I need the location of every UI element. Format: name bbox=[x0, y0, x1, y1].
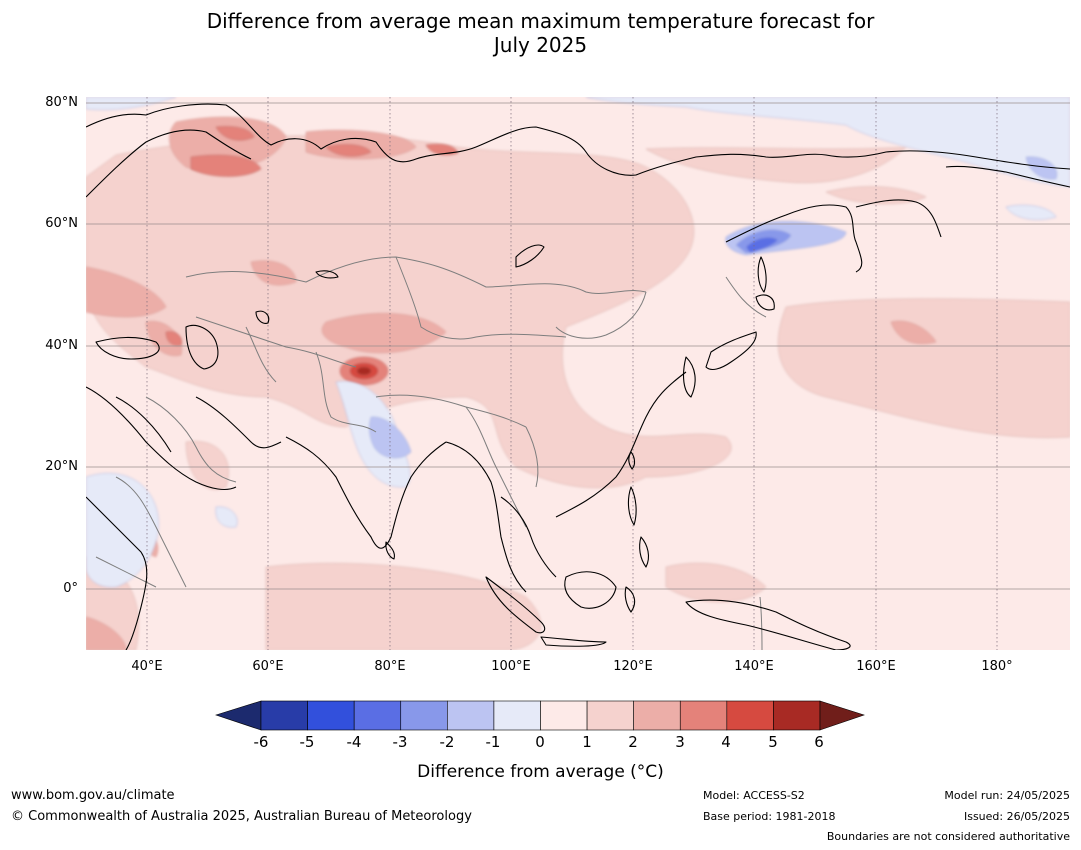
colorbar-tick: 2 bbox=[628, 733, 638, 751]
colorbar-bin bbox=[586, 700, 634, 731]
lon-label-40e: 40°E bbox=[131, 659, 163, 674]
model-text: Model: ACCESS-S2 bbox=[703, 789, 805, 802]
lat-label-60n: 60°N bbox=[45, 216, 78, 231]
colorbar-bin bbox=[260, 700, 308, 731]
colorbar-tick: 6 bbox=[814, 733, 824, 751]
colorbar-bin bbox=[540, 700, 588, 731]
lat-label-0: 0° bbox=[63, 581, 78, 596]
colorbar-tick: 0 bbox=[535, 733, 545, 751]
colorbar-bin bbox=[447, 700, 495, 731]
anomaly-negative-regions bbox=[86, 97, 1070, 588]
copyright-text: © Commonwealth of Australia 2025, Austra… bbox=[11, 809, 472, 824]
website-link[interactable]: www.bom.gov.au/climate bbox=[11, 788, 175, 803]
lon-label-160e: 160°E bbox=[856, 659, 896, 674]
colorbar bbox=[215, 700, 865, 731]
lon-label-120e: 120°E bbox=[613, 659, 653, 674]
issued-text: Issued: 26/05/2025 bbox=[963, 810, 1070, 823]
colorbar-tick: -1 bbox=[485, 733, 501, 751]
lon-label-80e: 80°E bbox=[374, 659, 406, 674]
map-title-line-2: July 2025 bbox=[493, 33, 588, 57]
colorbar-bin bbox=[679, 700, 728, 731]
base-period-text: Base period: 1981-2018 bbox=[703, 810, 836, 823]
colorbar-bin bbox=[633, 700, 681, 731]
colorbar-tick: -5 bbox=[299, 733, 315, 751]
colorbar-bin bbox=[307, 700, 355, 731]
country-boundaries bbox=[95, 256, 767, 650]
lon-label-60e: 60°E bbox=[252, 659, 284, 674]
colorbar-tick: 4 bbox=[721, 733, 731, 751]
colorbar-tick: 1 bbox=[582, 733, 592, 751]
anomaly-3-6-regions bbox=[165, 126, 459, 386]
colorbar-bin bbox=[400, 700, 448, 731]
forecast-map bbox=[86, 97, 1070, 650]
colorbar-bin bbox=[353, 700, 402, 731]
lat-label-20n: 20°N bbox=[45, 459, 78, 474]
colorbar-label: Difference from average (°C) bbox=[417, 762, 664, 782]
map-title-line-1: Difference from average mean maximum tem… bbox=[206, 9, 875, 33]
colorbar-bin bbox=[726, 700, 774, 731]
graticule bbox=[86, 97, 1070, 650]
colorbar-below-extension bbox=[215, 700, 262, 731]
lon-label-140e: 140°E bbox=[734, 659, 774, 674]
colorbar-bin bbox=[773, 700, 821, 731]
lat-label-80n: 80°N bbox=[45, 95, 78, 110]
model-run-text: Model run: 24/05/2025 bbox=[944, 789, 1070, 802]
lon-label-100e: 100°E bbox=[491, 659, 531, 674]
lon-label-180: 180° bbox=[981, 659, 1013, 674]
lat-label-40n: 40°N bbox=[45, 338, 78, 353]
colorbar-tick: -2 bbox=[439, 733, 455, 751]
colorbar-tick: 3 bbox=[675, 733, 685, 751]
colorbar-tick: -6 bbox=[253, 733, 269, 751]
colorbar-tick: -4 bbox=[346, 733, 362, 751]
colorbar-above-extension bbox=[819, 700, 865, 731]
coastlines bbox=[86, 103, 1070, 650]
colorbar-tick: -3 bbox=[392, 733, 408, 751]
colorbar-bin bbox=[493, 700, 541, 731]
disclaimer-text: Boundaries are not considered authoritat… bbox=[826, 830, 1070, 843]
colorbar-tick: 5 bbox=[768, 733, 778, 751]
